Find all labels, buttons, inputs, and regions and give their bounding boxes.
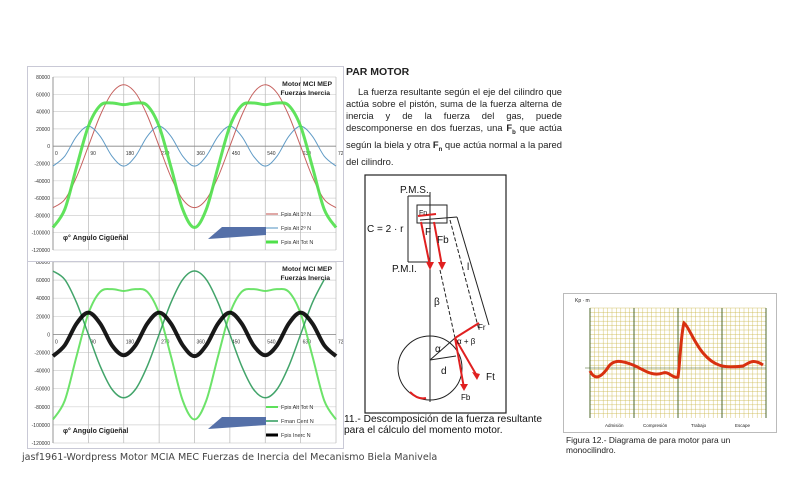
chart-title: Motor MCI MEP	[282, 266, 332, 273]
body-text: que actúa normal a la pared del cilindro…	[346, 138, 562, 167]
series-line	[51, 310, 338, 359]
label-l: l	[467, 262, 469, 273]
y-tick-label: -40000	[34, 179, 50, 185]
legend-entry: Fpis Inerc N	[281, 433, 311, 439]
x-tick-label: 720	[338, 339, 343, 345]
chart-inertia-forces-1: 80000 60000 40000 20000 0 -20000 -40000 -60000 -…	[32, 75, 347, 254]
y-tick-label: -20000	[34, 162, 50, 168]
label-f: F	[425, 227, 431, 238]
watermark-logo	[208, 227, 266, 239]
x-tick-label: 450	[232, 339, 241, 345]
label-pms: P.M.S.	[400, 185, 429, 196]
series-line	[52, 288, 337, 421]
y-tick-label: 0	[47, 332, 50, 338]
y-tick-label: -100000	[32, 231, 51, 237]
x-tick-label: 90	[90, 339, 96, 345]
y-tick-label: 80000	[36, 262, 50, 266]
chart-inertia-forces-2: 80000 60000 40000 20000 0 -20000 -40000 -60000 -…	[32, 260, 347, 447]
x-tick-label: 180	[126, 339, 135, 345]
force-fn: F	[432, 138, 439, 150]
x-tick-label: 90	[90, 151, 96, 157]
label-beta: β	[434, 297, 440, 308]
figure-11-caption: 11.- Descomposición de la fuerza resulta…	[344, 414, 543, 436]
y-tick-label: -120000	[32, 248, 51, 254]
x-tick-label: 540	[267, 339, 276, 345]
crank-mechanism-diagram: P.M.S. P.M.I. C = 2 · r Fn F Fb l β α α …	[364, 174, 507, 414]
label-alpha-beta: α + β	[457, 337, 476, 346]
body-text: La fuerza resultante según el eje del ci…	[346, 86, 562, 133]
series-line	[51, 101, 338, 230]
y-tick-label: -20000	[34, 351, 50, 357]
x-tick-label: 540	[267, 151, 276, 157]
y-tick-label: 60000	[36, 92, 50, 98]
x-tick-label: 0	[55, 151, 58, 157]
series-line	[52, 270, 325, 399]
section-body: La fuerza resultante según el eje del ci…	[346, 86, 562, 168]
legend-entry: Fman Cent N	[281, 419, 314, 425]
x-tick-label: 720	[338, 151, 343, 157]
x-tick-label: 360	[197, 151, 206, 157]
legend-entry: Fpis Alt 1º N	[281, 211, 311, 218]
image-caption: jasf1961-Wordpress Motor MCIA MEC Fuerza…	[22, 452, 438, 463]
label-pmi: P.M.I.	[392, 264, 417, 275]
y-tick-label: -80000	[34, 213, 50, 219]
y-tick-label: 60000	[36, 278, 50, 284]
phase-compresion: Compresión	[643, 423, 668, 428]
y-tick-label: 20000	[36, 127, 50, 133]
chart-title: Motor MCI MEP	[282, 81, 332, 88]
x-axis-label: φ° Angulo Cigüeñal	[63, 234, 128, 242]
torque-diagram: Kp · m Admisión Compresión Trabajo Escap…	[563, 293, 777, 433]
chart-panel-1: 80000 60000 40000 20000 0 -20000 -40000 -60000 -…	[27, 66, 347, 262]
chart-subtitle: Fuerzas Inercia	[281, 275, 331, 282]
body-text: que actúa según la biela y otra	[346, 122, 562, 150]
legend-entry: Fpis Alt Tot N	[281, 405, 313, 411]
x-axis-label: φ° Angulo Cigüeñal	[63, 427, 128, 435]
y-tick-label: -60000	[34, 196, 50, 202]
phase-trabajo: Trabajo	[691, 423, 707, 428]
chart-subtitle: Fuerzas Inercia	[281, 90, 331, 97]
force-fb: F	[506, 122, 513, 133]
y-tick-label: -120000	[32, 441, 51, 447]
y-tick-label: -100000	[32, 423, 51, 429]
phase-escape: Escape	[735, 423, 751, 428]
section-title: PAR MOTOR	[346, 66, 410, 78]
label-fn: Fn	[419, 210, 427, 217]
label-fr: Fr	[478, 323, 486, 332]
label-stroke: C = 2 · r	[367, 224, 404, 235]
x-tick-label: 630	[303, 339, 312, 345]
label-alpha: α	[435, 344, 441, 355]
y-tick-label: -80000	[34, 405, 50, 411]
x-tick-label: 270	[161, 339, 170, 345]
x-tick-label: 630	[303, 151, 312, 157]
y-tick-label: 20000	[36, 314, 50, 320]
x-tick-label: 0	[55, 339, 58, 345]
series-line	[52, 84, 337, 209]
legend-entry: Fpis Alt Tot N	[281, 240, 313, 246]
par-motor-section: PAR MOTOR La fuerza resultante según el …	[346, 66, 562, 168]
label-d: d	[441, 366, 447, 377]
y-tick-label: 40000	[36, 296, 50, 302]
x-tick-label: 360	[197, 339, 206, 345]
y-tick-label: -60000	[34, 387, 50, 393]
legend-entry: Fpis Alt 2º N	[281, 225, 311, 232]
x-tick-label: 180	[126, 151, 135, 157]
y-tick-label: 80000	[36, 75, 50, 81]
force-fn-sub: n	[438, 146, 443, 153]
series-line	[52, 125, 337, 167]
x-tick-label: 270	[161, 151, 170, 157]
phase-admision: Admisión	[605, 423, 624, 428]
x-tick-label: 450	[232, 151, 241, 157]
y-tick-label: 40000	[36, 110, 50, 116]
y-tick-label: -40000	[34, 369, 50, 375]
chart-panel-2: 80000 60000 40000 20000 0 -20000 -40000 -60000 -…	[27, 260, 347, 449]
figure-12-caption: Figura 12.- Diagrama de para motor para …	[566, 435, 731, 455]
torque-ylabel: Kp · m	[575, 298, 590, 304]
force-fb-sub: b	[512, 129, 516, 136]
label-ft: Ft	[486, 372, 495, 383]
y-tick-label: 0	[47, 144, 50, 150]
label-fb: Fb	[437, 235, 449, 246]
watermark-logo	[208, 417, 266, 429]
label-fb-2: Fb	[461, 393, 471, 402]
